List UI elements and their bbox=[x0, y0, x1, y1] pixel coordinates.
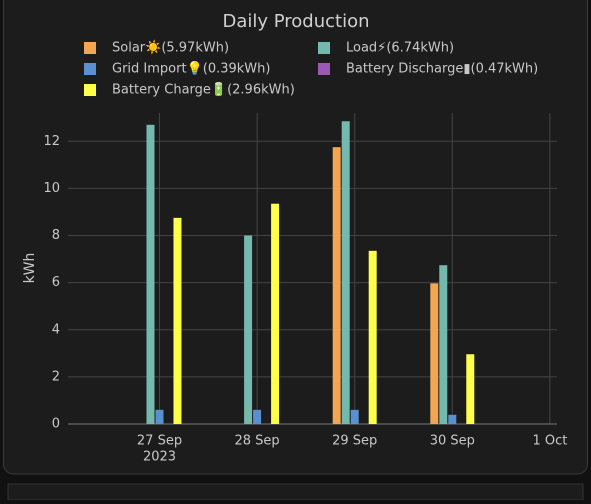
bar bbox=[439, 265, 448, 424]
bar bbox=[244, 235, 253, 424]
legend-label: Battery Discharge▮(0.47kWh) bbox=[346, 62, 538, 77]
x-tick-label: 1 Oct bbox=[532, 434, 567, 449]
y-tick-label: 10 bbox=[43, 181, 60, 196]
y-tick-label: 2 bbox=[52, 369, 60, 384]
legend-swatch bbox=[318, 63, 330, 75]
bar bbox=[253, 409, 262, 424]
legend-label: Grid Import💡(0.39kWh) bbox=[112, 61, 270, 77]
y-tick-label: 8 bbox=[52, 228, 60, 243]
x-tick-label: 30 Sep bbox=[430, 434, 475, 449]
y-tick-label: 4 bbox=[52, 322, 60, 337]
legend-swatch bbox=[318, 42, 330, 54]
x-tick-label: 27 Sep bbox=[137, 434, 182, 449]
legend-swatch bbox=[84, 84, 96, 96]
bar bbox=[155, 409, 164, 424]
bar bbox=[332, 147, 341, 424]
bar bbox=[368, 250, 377, 424]
bar bbox=[350, 409, 359, 424]
legend-label: Battery Charge🔋(2.96kWh) bbox=[112, 82, 295, 98]
bar bbox=[271, 203, 280, 424]
legend-label: Solar☀️(5.97kWh) bbox=[112, 39, 229, 56]
bar bbox=[430, 283, 439, 424]
bar bbox=[146, 124, 155, 424]
x-tick-sublabel: 2023 bbox=[143, 450, 176, 465]
legend-swatch bbox=[84, 63, 96, 75]
y-axis-label: kWh bbox=[22, 253, 38, 284]
bar bbox=[341, 121, 350, 424]
chart-title: Daily Production bbox=[222, 11, 369, 32]
bar bbox=[466, 354, 475, 424]
bar bbox=[448, 414, 457, 424]
bar bbox=[173, 217, 182, 424]
y-tick-label: 6 bbox=[52, 275, 60, 290]
legend-label: Load⚡(6.74kWh) bbox=[346, 41, 454, 56]
x-tick-label: 28 Sep bbox=[234, 434, 279, 449]
y-tick-label: 0 bbox=[52, 417, 60, 432]
next-card bbox=[7, 483, 584, 501]
legend-swatch bbox=[84, 42, 96, 54]
y-tick-label: 12 bbox=[43, 134, 60, 149]
x-tick-label: 29 Sep bbox=[332, 434, 377, 449]
